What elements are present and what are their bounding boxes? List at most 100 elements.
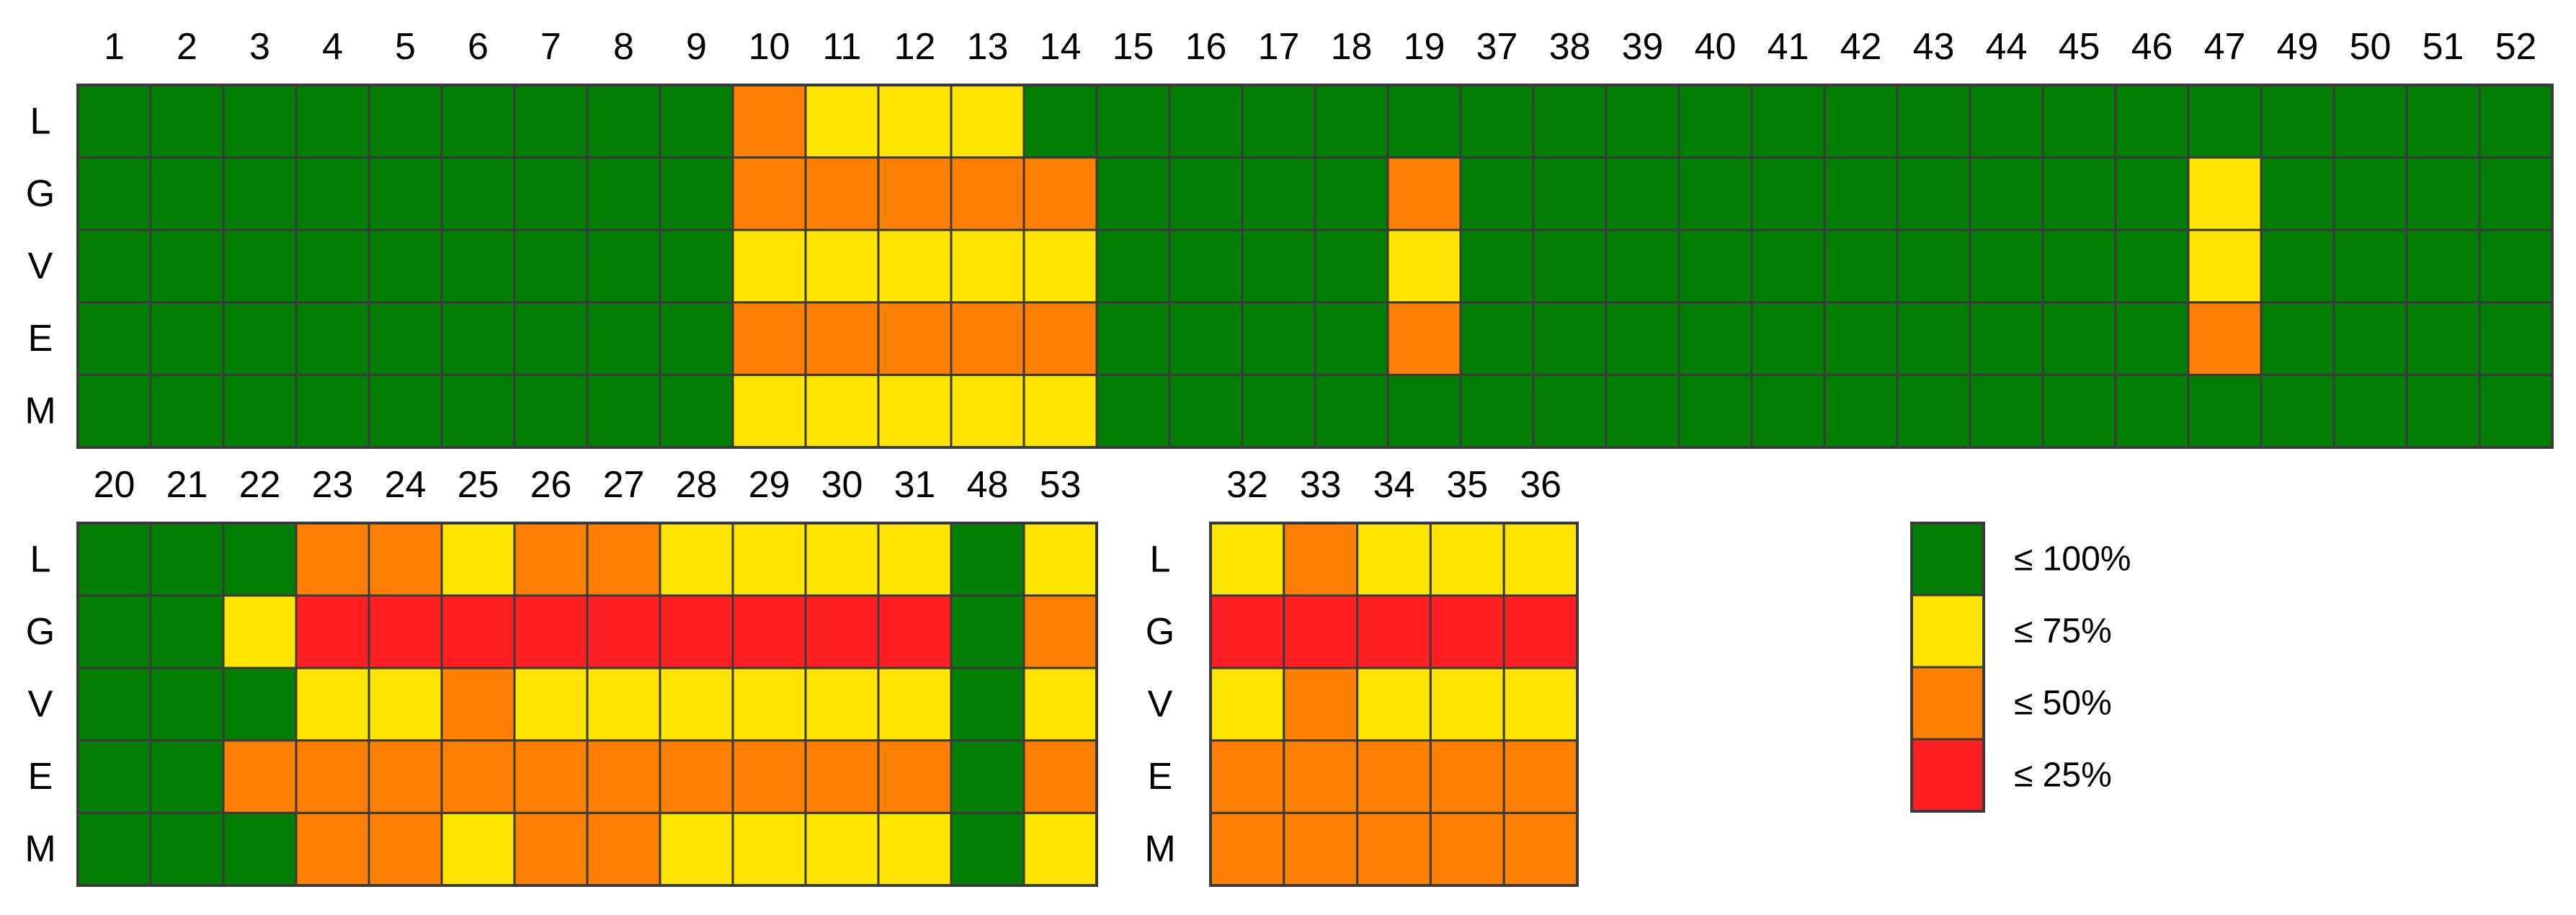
column-label: 35 bbox=[1446, 464, 1488, 506]
heatmap-cell bbox=[586, 84, 661, 159]
heatmap-cell bbox=[2332, 156, 2408, 231]
heatmap-cell bbox=[513, 373, 589, 449]
heatmap-cell bbox=[1969, 228, 2044, 304]
heatmap-cell bbox=[2260, 301, 2335, 376]
heatmap-cell bbox=[1241, 301, 1316, 376]
heatmap-cell bbox=[367, 594, 443, 669]
heatmap-cell bbox=[877, 739, 953, 814]
heatmap-cell bbox=[1022, 522, 1098, 597]
column-label: 36 bbox=[1520, 464, 1561, 506]
row-label: G bbox=[26, 611, 55, 653]
heatmap-cell bbox=[513, 301, 589, 376]
heatmap-cell bbox=[731, 811, 807, 887]
panel-frame bbox=[76, 522, 1098, 887]
heatmap-cell bbox=[440, 811, 516, 887]
heatmap-cell bbox=[1532, 301, 1608, 376]
heatmap-cell bbox=[1605, 84, 1680, 159]
column-label: 10 bbox=[749, 26, 790, 68]
heatmap-cell bbox=[1532, 156, 1608, 231]
heatmap-cell bbox=[222, 301, 298, 376]
heatmap-cell bbox=[1459, 84, 1535, 159]
heatmap-cell bbox=[367, 373, 443, 449]
heatmap-cell bbox=[2041, 228, 2117, 304]
heatmap-cell bbox=[1677, 301, 1753, 376]
heatmap-cell bbox=[1386, 84, 1462, 159]
column-label: 8 bbox=[613, 26, 634, 68]
heatmap-cell bbox=[1356, 739, 1432, 814]
column-label: 4 bbox=[322, 26, 343, 68]
heatmap-cell bbox=[440, 156, 516, 231]
heatmap-cell bbox=[2187, 156, 2263, 231]
heatmap-cell bbox=[2041, 373, 2117, 449]
panel-frame bbox=[1209, 522, 1579, 887]
legend-label: ≤ 75% bbox=[2014, 612, 2112, 651]
heatmap-cell bbox=[440, 739, 516, 814]
heatmap-cell bbox=[804, 84, 880, 159]
heatmap-cell bbox=[367, 811, 443, 887]
heatmap-cell bbox=[804, 156, 880, 231]
heatmap-cell bbox=[731, 666, 807, 742]
heatmap-cell bbox=[295, 739, 370, 814]
heatmap-cell bbox=[1823, 228, 1899, 304]
heatmap-cell bbox=[2114, 373, 2190, 449]
heatmap-cell bbox=[440, 84, 516, 159]
heatmap-cell bbox=[1750, 373, 1826, 449]
column-label: 5 bbox=[395, 26, 416, 68]
heatmap-cell bbox=[1429, 811, 1505, 887]
heatmap-cell bbox=[1969, 84, 2044, 159]
heatmap-cell bbox=[1969, 301, 2044, 376]
heatmap-cell bbox=[222, 811, 298, 887]
heatmap-cell bbox=[2260, 156, 2335, 231]
heatmap-cell bbox=[659, 811, 734, 887]
heatmap-cell bbox=[222, 666, 298, 742]
row-label: V bbox=[28, 246, 53, 287]
heatmap-cell bbox=[1459, 156, 1535, 231]
heatmap-cell bbox=[2332, 373, 2408, 449]
heatmap-cell bbox=[222, 156, 298, 231]
heatmap-cell bbox=[149, 594, 225, 669]
legend-swatch bbox=[1910, 594, 1985, 669]
heatmap-cell bbox=[367, 156, 443, 231]
column-label: 39 bbox=[1622, 26, 1664, 68]
heatmap-cell bbox=[1356, 666, 1432, 742]
column-label: 47 bbox=[2204, 26, 2246, 68]
heatmap-cell bbox=[731, 156, 807, 231]
heatmap-cell bbox=[2041, 301, 2117, 376]
heatmap-cell bbox=[1823, 84, 1899, 159]
heatmap-cell bbox=[1314, 228, 1389, 304]
row-label: E bbox=[1148, 756, 1173, 798]
heatmap-cell bbox=[1314, 84, 1389, 159]
heatmap-cell bbox=[1095, 228, 1171, 304]
row-label: E bbox=[28, 756, 53, 798]
column-label: 6 bbox=[468, 26, 489, 68]
heatmap-cell bbox=[513, 811, 589, 887]
legend-label: ≤ 25% bbox=[2014, 756, 2112, 795]
heatmap-cell bbox=[2478, 84, 2554, 159]
heatmap-cell bbox=[1095, 301, 1171, 376]
heatmap-cell bbox=[731, 84, 807, 159]
heatmap-cell bbox=[1459, 301, 1535, 376]
heatmap-cell bbox=[1605, 156, 1680, 231]
heatmap-cell bbox=[1241, 84, 1316, 159]
heatmap-cell bbox=[877, 594, 953, 669]
column-label: 18 bbox=[1331, 26, 1373, 68]
heatmap-cell bbox=[1677, 373, 1753, 449]
heatmap-cell bbox=[1677, 156, 1753, 231]
heatmap-cell bbox=[586, 811, 661, 887]
heatmap-cell bbox=[1314, 156, 1389, 231]
column-label: 16 bbox=[1185, 26, 1227, 68]
legend: ≤ 100% ≤ 75% ≤ 50% ≤ 25% bbox=[1910, 522, 2131, 813]
heatmap-cell bbox=[2478, 228, 2554, 304]
heatmap-cell bbox=[1429, 666, 1505, 742]
heatmap-cell bbox=[2114, 228, 2190, 304]
heatmap-cell bbox=[804, 666, 880, 742]
heatmap-cell bbox=[76, 156, 152, 231]
heatmap-cell bbox=[1356, 811, 1432, 887]
heatmap-cell bbox=[1969, 156, 2044, 231]
heatmap-cell bbox=[2332, 228, 2408, 304]
heatmap-cell bbox=[295, 301, 370, 376]
heatmap-cell bbox=[586, 739, 661, 814]
heatmap-cell bbox=[950, 522, 1025, 597]
heatmap-cell bbox=[950, 739, 1025, 814]
